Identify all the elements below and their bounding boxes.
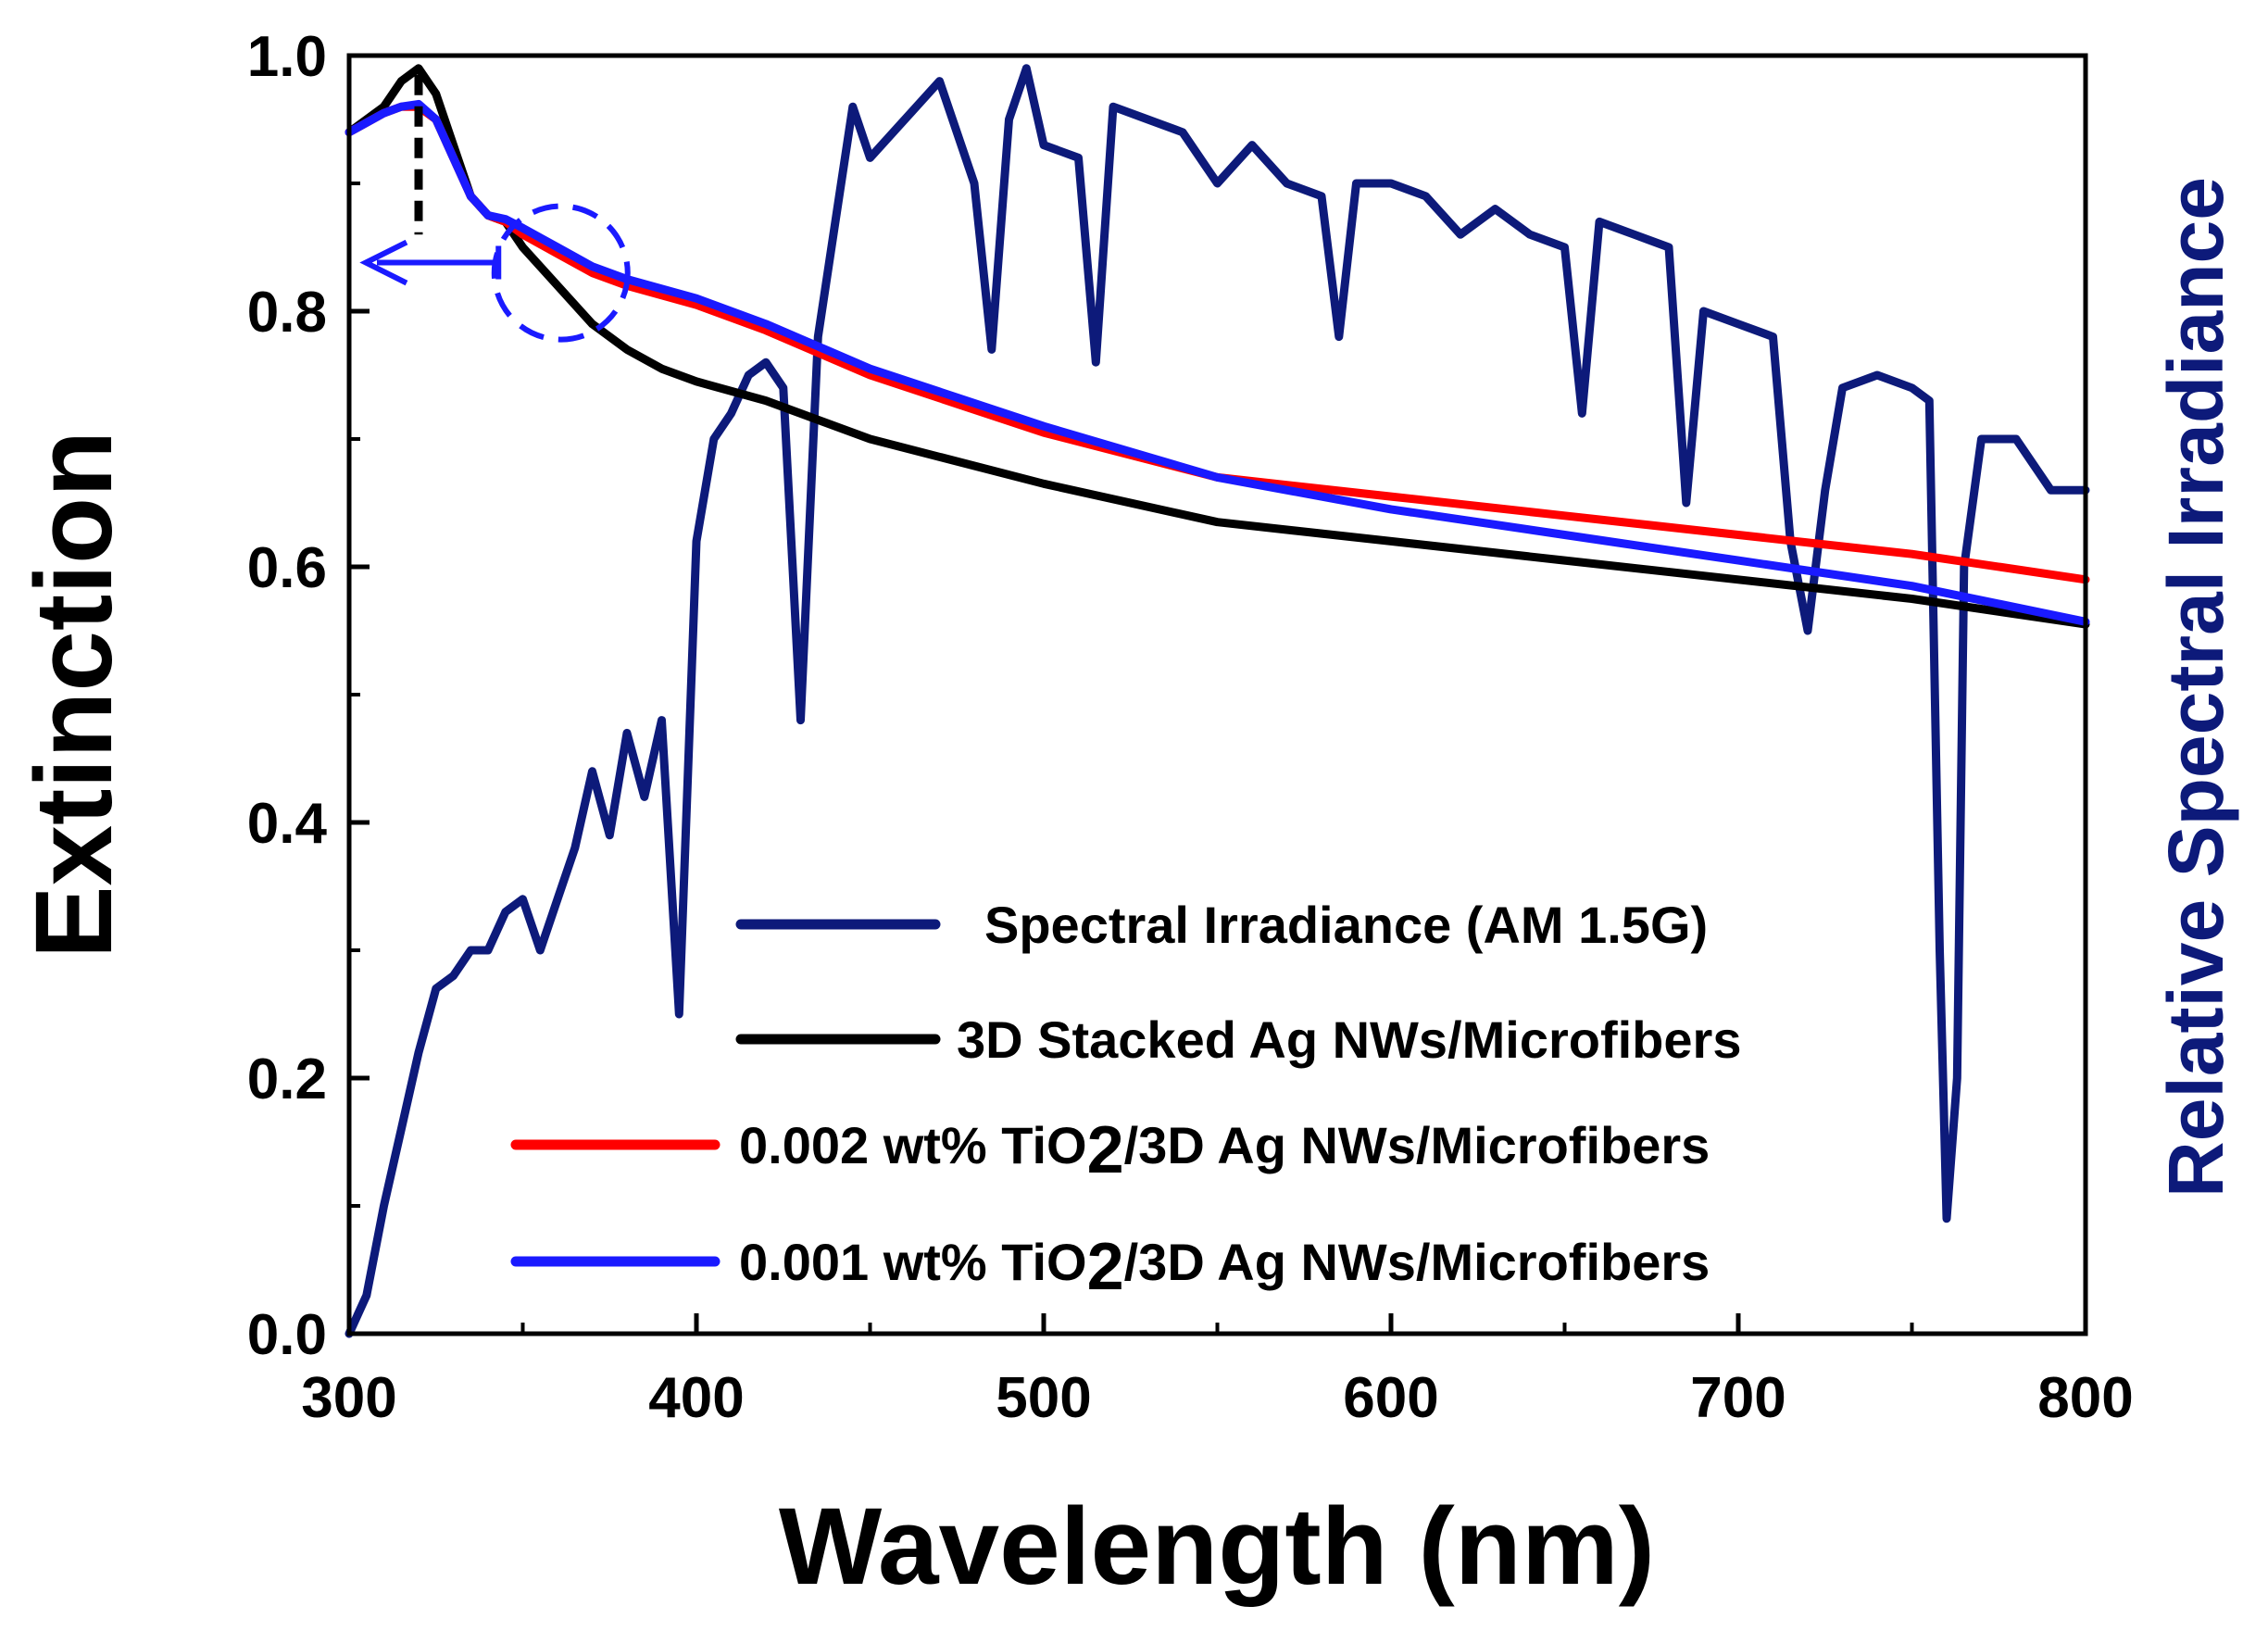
legend-label-subscript: 2 [1087, 1113, 1124, 1187]
x-tick-label: 800 [2037, 1366, 2133, 1430]
legend: Spectral Irradiance (AM 1.5G) 3D Stacked … [510, 896, 1741, 1304]
x-axis-title: Wavelength (nm) [779, 1486, 1655, 1608]
y2-axis-title: Relative Spectral Irradiance [2152, 177, 2239, 1198]
legend-label-suffix: /3D Ag NWs/Microfibers [1124, 1233, 1710, 1291]
x-tick-label: 300 [301, 1366, 396, 1430]
legend-label-suffix: /3D Ag NWs/Microfibers [1124, 1116, 1710, 1174]
legend-label-4: 0.001 wt% TiO2/3D Ag NWs/Microfibers [739, 1230, 1710, 1304]
y-tick-label: 0.4 [247, 792, 328, 856]
legend-label-subscript: 2 [1087, 1230, 1124, 1304]
axis-layer: 300 400 500 600 700 800 0.0 0.2 0.4 0.6 0.8 1.0 [247, 25, 2134, 1430]
x-tick-label: 700 [1690, 1366, 1786, 1430]
y-tick-label: 1.0 [247, 25, 327, 89]
y-tick-label: 0.6 [247, 536, 327, 600]
series-line-1 [345, 64, 2090, 1338]
x-tick-label: 500 [996, 1366, 1091, 1430]
y-tick-label: 0.8 [247, 281, 327, 345]
annotation-layer [359, 74, 631, 343]
legend-label-text: 3D Stacked Ag NWs/Microfibers [957, 1010, 1741, 1069]
highlight-circle [491, 203, 631, 343]
legend-label-2: 3D Stacked Ag NWs/Microfibers [957, 1010, 1741, 1069]
axis-arrow-head [359, 239, 408, 286]
legend-label-3: 0.002 wt% TiO2/3D Ag NWs/Microfibers [739, 1113, 1710, 1187]
y-axis-title: Extinction [13, 431, 135, 959]
legend-label-1: Spectral Irradiance (AM 1.5G) [984, 896, 1708, 954]
legend-label-text: Spectral Irradiance (AM 1.5G) [984, 896, 1708, 954]
y-tick-label: 0.2 [247, 1048, 327, 1111]
x-tick-label: 400 [648, 1366, 744, 1430]
series-line-2 [345, 64, 2090, 629]
series-layer [345, 64, 2090, 1338]
series-line-4 [345, 99, 2090, 626]
x-tick-label: 600 [1343, 1366, 1438, 1430]
legend-label-text: 0.002 wt% TiO [739, 1116, 1087, 1174]
legend-label-text: 0.001 wt% TiO [739, 1233, 1087, 1291]
y-tick-label: 0.0 [247, 1303, 327, 1367]
